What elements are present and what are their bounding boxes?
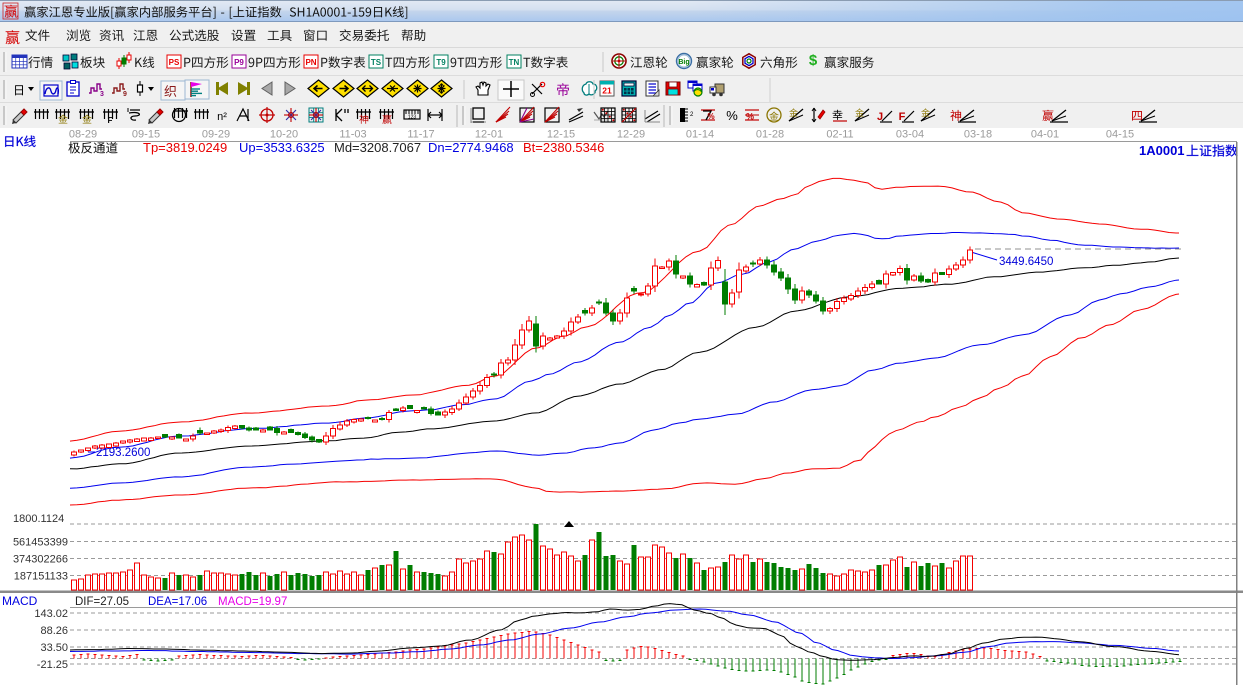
svg-text:02-11: 02-11 [826,129,853,141]
svg-text:F: F [899,111,906,123]
svg-text:%: % [726,108,738,123]
svg-text:3449.6450: 3449.6450 [999,256,1053,268]
svg-text:09-29: 09-29 [202,129,230,141]
svg-text:T9: T9 [436,58,446,67]
svg-text:Big: Big [678,59,689,66]
svg-text:DEA=17.06: DEA=17.06 [148,596,207,608]
svg-text:01-14: 01-14 [686,129,714,141]
svg-text:2193.2600: 2193.2600 [96,447,150,459]
svg-text:187151133: 187151133 [14,571,68,583]
svg-text:Up=3533.6325: Up=3533.6325 [239,140,325,155]
svg-text:374302266: 374302266 [13,554,68,566]
svg-text:P9: P9 [234,58,244,67]
svg-text:%: % [746,112,754,122]
svg-text:10-20: 10-20 [270,129,298,141]
svg-text:Tp=3819.0249: Tp=3819.0249 [143,140,227,155]
svg-text:$: $ [809,52,818,69]
svg-text:04-01: 04-01 [1031,129,1059,141]
svg-text:Md=3208.7067: Md=3208.7067 [334,140,421,155]
svg-text:03-18: 03-18 [964,129,992,141]
svg-text:9: 9 [123,91,127,98]
svg-text:03-04: 03-04 [896,129,924,141]
svg-text:33.50: 33.50 [40,642,68,654]
svg-text:J: J [877,111,883,123]
svg-text:PN: PN [305,58,316,67]
svg-text:TS: TS [371,58,382,67]
svg-text:04-15: 04-15 [1106,129,1134,141]
svg-text:n²: n² [217,111,227,123]
svg-text:143.02: 143.02 [34,608,68,620]
svg-text:11-17: 11-17 [407,129,434,141]
svg-text:88.26: 88.26 [40,625,68,637]
svg-text:F: F [108,116,113,125]
svg-text:1800.1124: 1800.1124 [13,513,64,525]
svg-text:01-28: 01-28 [756,129,784,141]
svg-text:2: 2 [690,112,694,118]
svg-text:Dn=2774.9468: Dn=2774.9468 [428,140,514,155]
svg-text:-21.25: -21.25 [37,659,68,671]
svg-text:12-15: 12-15 [547,129,575,141]
svg-text:12-01: 12-01 [475,129,503,141]
svg-text:3: 3 [100,91,104,98]
svg-text:12-29: 12-29 [617,129,645,141]
svg-text:561453399: 561453399 [13,537,68,549]
svg-text:MACD=19.97: MACD=19.97 [218,596,287,608]
svg-text:DIF=27.05: DIF=27.05 [75,596,129,608]
svg-text:TN: TN [509,58,520,67]
svg-text:21: 21 [602,86,612,96]
svg-text:Bt=2380.5346: Bt=2380.5346 [523,140,604,155]
svg-text:%: % [707,112,714,121]
svg-text:09-15: 09-15 [132,129,160,141]
svg-text:11-03: 11-03 [339,129,366,141]
svg-text:MACD: MACD [2,594,38,608]
svg-text:1A0001: 1A0001 [1139,143,1185,158]
svg-text:123: 123 [408,115,417,121]
svg-text:PS: PS [169,58,180,67]
svg-text:08-29: 08-29 [69,129,97,141]
